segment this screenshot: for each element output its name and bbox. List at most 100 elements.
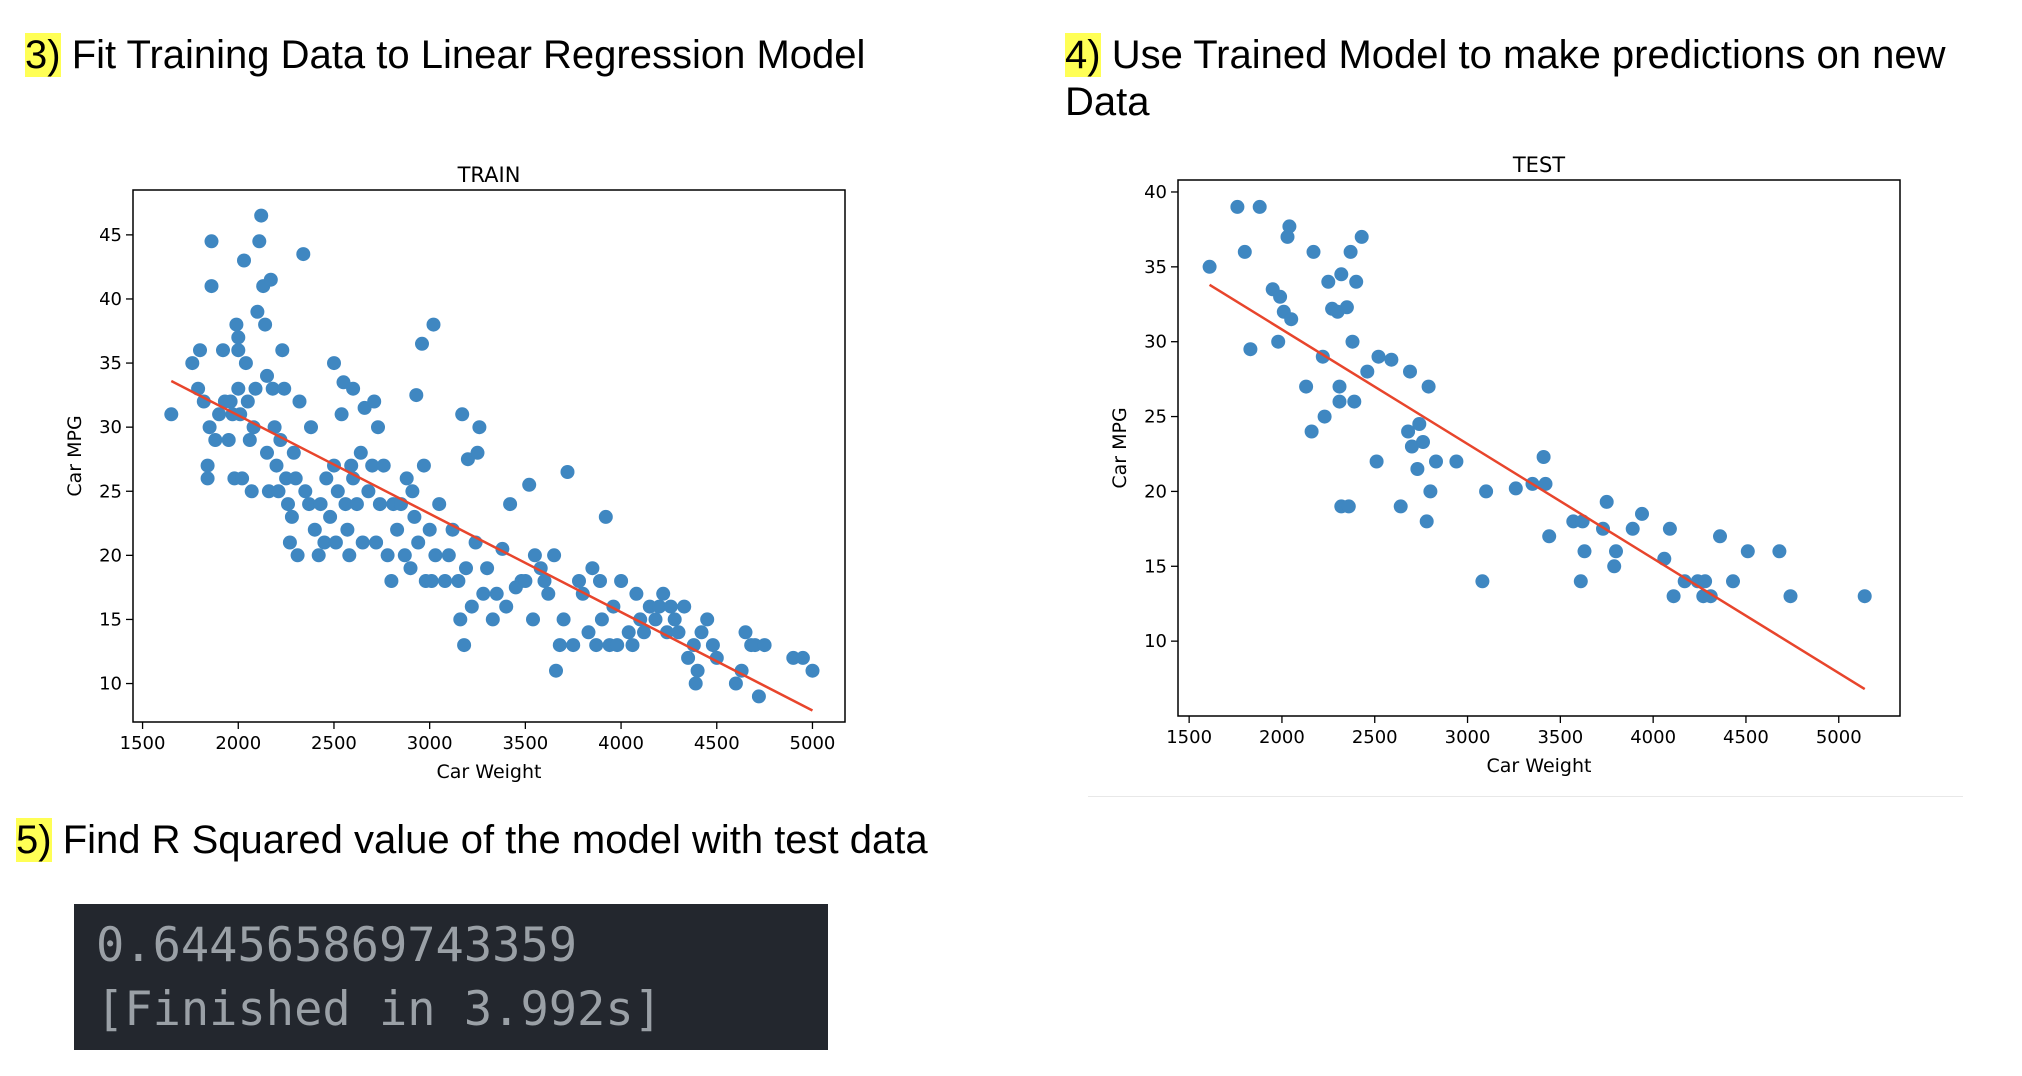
x-tick-label: 3000 <box>1445 727 1491 748</box>
data-point <box>200 458 215 473</box>
console-output: 0.644565869743359 [Finished in 3.992s] <box>74 904 828 1050</box>
x-tick-label: 3500 <box>1537 727 1583 748</box>
data-point <box>518 574 533 588</box>
step-3-heading: 3) Fit Training Data to Linear Regressio… <box>25 32 865 79</box>
data-point <box>451 574 466 588</box>
data-point <box>411 535 426 550</box>
data-point <box>637 625 651 640</box>
data-point <box>286 445 301 460</box>
x-tick-label: 4000 <box>598 733 644 754</box>
data-point <box>566 638 581 653</box>
data-point <box>709 650 724 665</box>
data-point <box>1677 574 1692 589</box>
data-point <box>1237 244 1252 259</box>
data-point <box>1332 394 1347 409</box>
data-point <box>1419 514 1434 529</box>
step-3-number: 3) <box>25 33 61 77</box>
data-point <box>1282 219 1297 234</box>
data-point <box>522 477 537 492</box>
data-point <box>1599 494 1614 509</box>
data-point <box>786 650 801 665</box>
data-point <box>221 433 236 447</box>
data-point <box>263 272 278 287</box>
data-point <box>728 676 743 691</box>
data-point <box>311 548 326 563</box>
data-point <box>202 420 217 435</box>
data-point <box>428 548 443 563</box>
data-point <box>267 420 282 435</box>
y-tick-label: 45 <box>99 225 122 246</box>
data-point <box>1698 574 1713 589</box>
data-point <box>284 509 299 524</box>
x-tick-label: 3000 <box>407 733 453 754</box>
data-point <box>1635 506 1649 521</box>
data-point <box>457 638 472 653</box>
data-point <box>397 548 412 563</box>
y-tick-label: 30 <box>99 417 122 438</box>
data-point <box>656 586 671 601</box>
data-point <box>593 574 607 588</box>
x-tick-label: 3500 <box>502 733 548 754</box>
step-5-text: Find R Squared value of the model with t… <box>51 818 928 862</box>
data-point <box>1416 435 1430 449</box>
data-point <box>476 586 491 601</box>
data-point <box>1423 484 1438 499</box>
data-point <box>547 548 562 563</box>
data-point <box>1369 454 1384 469</box>
data-point <box>277 381 292 396</box>
data-point <box>405 484 420 499</box>
data-point <box>1304 424 1319 439</box>
data-point <box>1271 334 1286 349</box>
data-point <box>288 471 303 486</box>
data-point <box>432 497 447 512</box>
data-point <box>1403 364 1417 379</box>
data-point <box>196 394 211 409</box>
data-point <box>485 612 500 627</box>
data-point <box>229 317 244 332</box>
data-point <box>572 574 586 588</box>
data-point <box>334 407 349 422</box>
x-tick-label: 5000 <box>1816 727 1862 748</box>
y-tick-label: 40 <box>99 289 122 310</box>
data-point <box>204 279 219 294</box>
data-point <box>304 420 318 435</box>
regression-line <box>170 379 814 712</box>
train-chart: TRAIN 1500 2000 2500 3000 3500 4000 4500 5000 10 1… <box>64 163 846 783</box>
data-point <box>438 574 452 588</box>
data-point <box>1577 544 1592 559</box>
data-point <box>204 234 219 249</box>
data-point <box>403 561 418 576</box>
data-point <box>459 561 473 576</box>
x-tick-label: 4500 <box>694 733 740 754</box>
y-tick-label: 25 <box>99 481 122 502</box>
data-point <box>1343 244 1358 259</box>
data-point <box>537 574 552 588</box>
data-point <box>1341 499 1356 514</box>
data-point <box>1284 312 1299 327</box>
data-point <box>376 458 391 473</box>
plot-frame <box>1177 179 1901 717</box>
data-point <box>271 484 286 499</box>
data-point <box>1536 450 1551 464</box>
data-point <box>1666 589 1681 604</box>
y-tick-label: 35 <box>1144 257 1167 278</box>
data-point <box>252 234 267 249</box>
y-tick-label: 30 <box>1144 332 1167 353</box>
data-point <box>380 548 395 563</box>
data-point <box>1202 259 1217 274</box>
data-point <box>1349 274 1364 289</box>
data-point <box>681 650 696 665</box>
data-point <box>1421 379 1436 394</box>
data-point <box>208 433 223 447</box>
data-point <box>296 247 311 262</box>
data-point <box>344 458 359 473</box>
data-point <box>503 497 518 512</box>
data-point <box>805 663 820 678</box>
data-point <box>560 465 575 479</box>
data-point <box>455 407 470 422</box>
data-point <box>330 484 345 499</box>
data-point <box>261 484 276 499</box>
data-point <box>527 548 542 563</box>
data-point <box>355 535 370 550</box>
y-tick-label: 15 <box>99 609 122 630</box>
